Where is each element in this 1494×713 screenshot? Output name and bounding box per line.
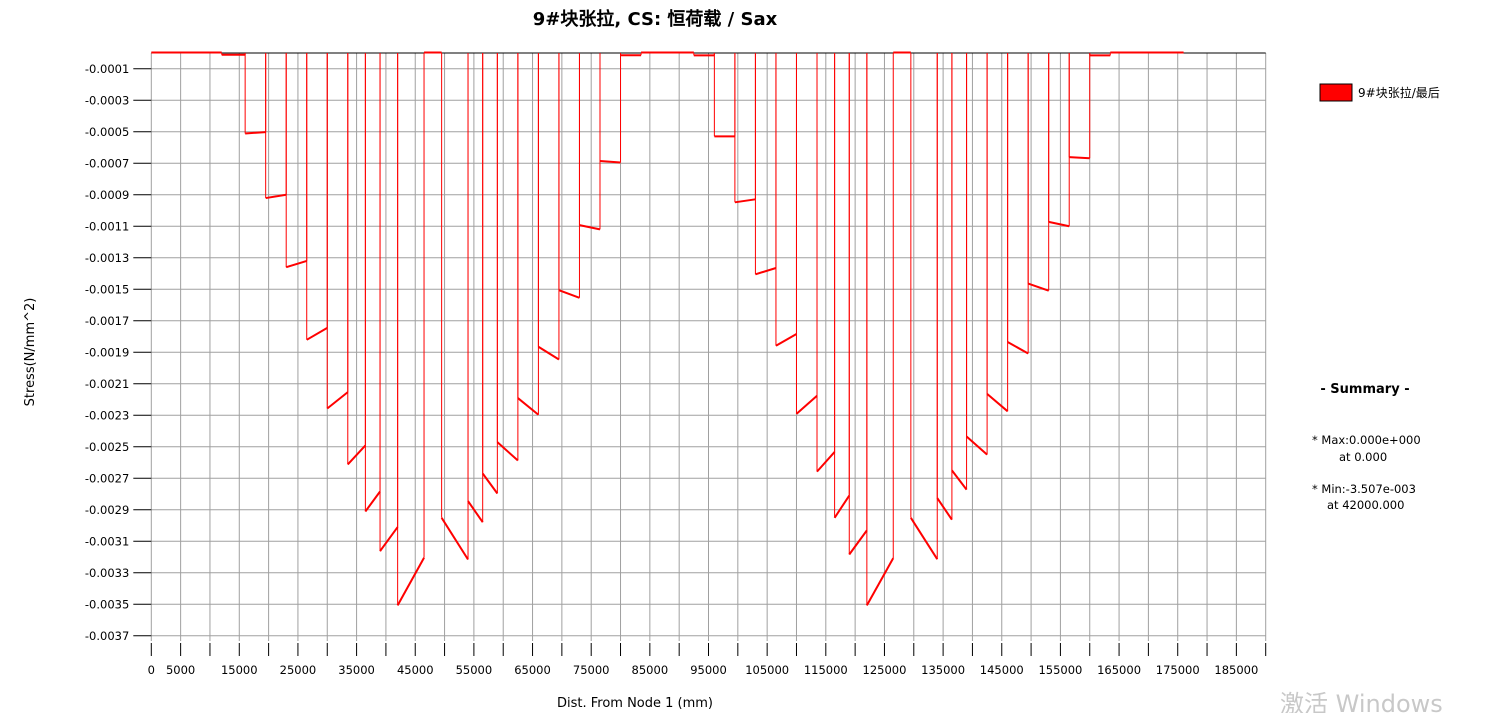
element-segment bbox=[326, 391, 349, 410]
y-tick-label: -0.0015 bbox=[85, 282, 129, 296]
element-segment bbox=[833, 495, 851, 519]
x-axis-title: Dist. From Node 1 (mm) bbox=[557, 696, 713, 711]
summary-min-at: at 42000.000 bbox=[1327, 498, 1404, 512]
summary-title: - Summary - bbox=[1320, 382, 1409, 397]
element-segment bbox=[481, 472, 499, 495]
element-segment bbox=[951, 469, 968, 491]
summary-min: * Min:-3.507e-003 bbox=[1312, 482, 1416, 496]
element-segment bbox=[467, 500, 484, 523]
x-tick-label: 95000 bbox=[690, 663, 727, 677]
y-tick-label: -0.0029 bbox=[85, 503, 129, 517]
element-segment bbox=[558, 289, 580, 299]
element-segment bbox=[816, 451, 836, 473]
x-tick-label: 45000 bbox=[397, 663, 434, 677]
x-tick-label: 15000 bbox=[221, 663, 258, 677]
element-segment bbox=[755, 267, 777, 276]
y-tick-label: -0.0035 bbox=[85, 597, 129, 611]
x-tick-label: 125000 bbox=[863, 663, 907, 677]
y-tick-label: -0.0001 bbox=[85, 62, 129, 76]
element-segment bbox=[347, 444, 367, 466]
axes: 0 5000 15000 25000 35000 45000 55000 65000 75000… bbox=[85, 52, 1267, 677]
x-tick-label: 85000 bbox=[632, 663, 669, 677]
y-tick-label: -0.0031 bbox=[85, 534, 129, 548]
element-segment bbox=[306, 326, 328, 341]
summary-max-at: at 0.000 bbox=[1339, 450, 1387, 464]
element-segment bbox=[1069, 156, 1090, 160]
y-tick-label: -0.0005 bbox=[85, 125, 129, 139]
element-segment bbox=[579, 224, 601, 231]
series-area bbox=[151, 51, 1184, 606]
element-segment bbox=[986, 393, 1009, 413]
y-tick-label: -0.0025 bbox=[85, 440, 129, 454]
element-segment bbox=[364, 490, 381, 513]
element-segment bbox=[537, 345, 560, 361]
element-segment bbox=[775, 333, 797, 347]
element-segment bbox=[965, 435, 988, 456]
element-segment bbox=[734, 198, 756, 204]
element-segment bbox=[1027, 282, 1050, 292]
element-segment bbox=[396, 557, 425, 606]
element-segment bbox=[496, 441, 519, 462]
y-tick-label: -0.0037 bbox=[85, 629, 129, 643]
element-segment bbox=[599, 160, 621, 164]
y-tick-label: -0.0033 bbox=[85, 566, 129, 580]
x-tick-label: 5000 bbox=[166, 663, 195, 677]
legend-label: 9#块张拉/最后 bbox=[1358, 85, 1440, 100]
y-tick-label: -0.0009 bbox=[85, 188, 129, 202]
summary: - Summary - * Max:0.000e+000 at 0.000 * … bbox=[1312, 382, 1421, 512]
x-tick-label: 175000 bbox=[1156, 663, 1200, 677]
element-segment bbox=[285, 259, 308, 269]
x-tick-label: 165000 bbox=[1097, 663, 1141, 677]
x-tick-label: 35000 bbox=[338, 663, 375, 677]
y-axis-title: Stress(N/mm^2) bbox=[23, 298, 38, 407]
x-tick-label: 55000 bbox=[456, 663, 493, 677]
x-tick-label: 75000 bbox=[573, 663, 610, 677]
element-segment bbox=[910, 517, 939, 560]
chart-title: 9#块张拉, CS: 恒荷载 / Sax bbox=[533, 8, 778, 30]
y-tick-label: -0.0023 bbox=[85, 408, 129, 422]
y-tick-label: -0.0003 bbox=[85, 93, 129, 107]
element-segment bbox=[440, 517, 469, 561]
element-segment bbox=[795, 394, 818, 415]
x-tick-label: 115000 bbox=[804, 663, 848, 677]
element-segment bbox=[865, 557, 895, 606]
x-tick-label: 105000 bbox=[745, 663, 789, 677]
element-segment bbox=[848, 529, 868, 556]
legend: 9#块张拉/最后 bbox=[1319, 83, 1440, 102]
windows-activation-watermark: 激活 Windows bbox=[1280, 690, 1443, 713]
x-tick-label: 185000 bbox=[1214, 663, 1258, 677]
x-tick-label: 135000 bbox=[921, 663, 965, 677]
x-tick-label: 65000 bbox=[514, 663, 551, 677]
y-tick-label: -0.0007 bbox=[85, 156, 129, 170]
y-tick-label: -0.0021 bbox=[85, 377, 129, 391]
summary-max: * Max:0.000e+000 bbox=[1312, 433, 1421, 447]
element-segment bbox=[379, 526, 399, 552]
y-tick-label: -0.0017 bbox=[85, 314, 129, 328]
element-segment bbox=[517, 397, 540, 416]
x-tick-label: 145000 bbox=[980, 663, 1024, 677]
grid bbox=[150, 53, 1267, 641]
y-tick-label: -0.0027 bbox=[85, 471, 129, 485]
x-tick-label: 0 bbox=[148, 663, 155, 677]
y-tick-label: -0.0013 bbox=[85, 251, 129, 265]
element-segment bbox=[245, 131, 266, 135]
y-tick-label: -0.0011 bbox=[85, 219, 129, 233]
element-segment bbox=[936, 497, 953, 521]
x-tick-label: 25000 bbox=[280, 663, 317, 677]
element-segment bbox=[1007, 341, 1029, 355]
x-tick-label: 155000 bbox=[1038, 663, 1082, 677]
y-tick-label: -0.0019 bbox=[85, 345, 129, 359]
legend-swatch bbox=[1319, 83, 1353, 102]
element-segment bbox=[265, 193, 287, 200]
element-segment bbox=[1048, 220, 1070, 228]
